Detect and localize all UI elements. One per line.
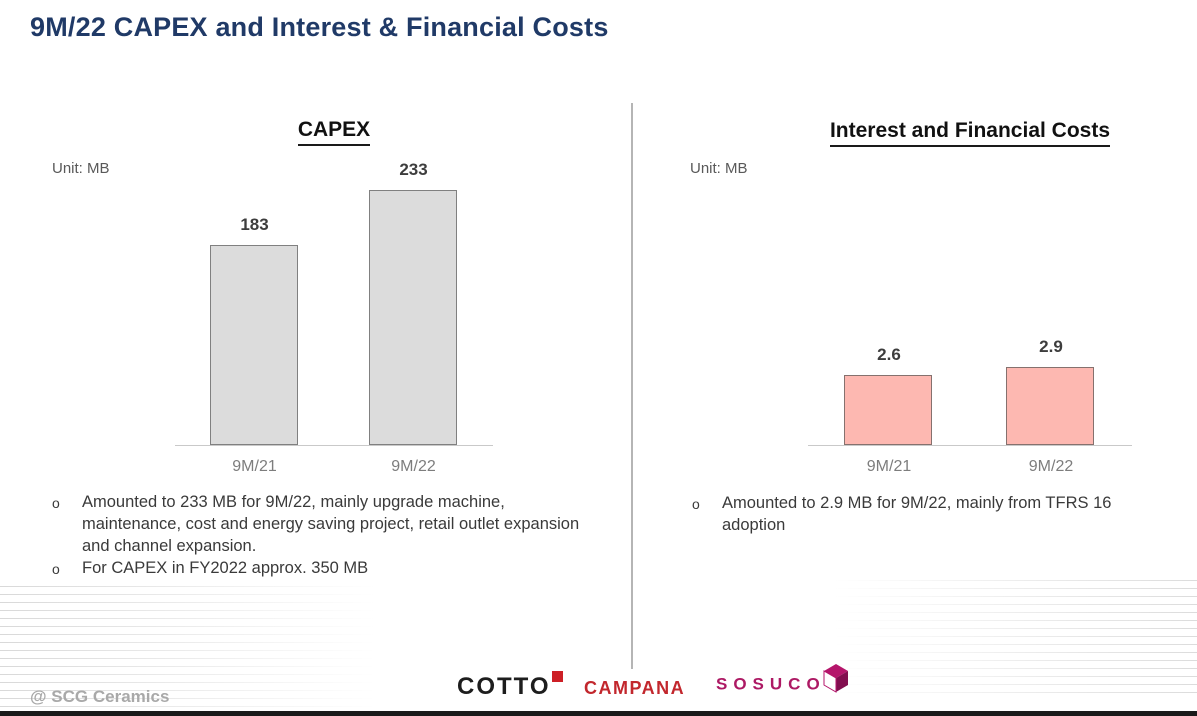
interest-heading: Interest and Financial Costs bbox=[790, 119, 1150, 147]
sosuco-logo-text: SOSUCO bbox=[716, 674, 826, 694]
bar-category-label: 9M/22 bbox=[391, 458, 436, 475]
interest-bar-chart: 2.6 9M/21 2.9 9M/22 bbox=[808, 160, 1132, 475]
cotto-logo-text: COTTO bbox=[457, 673, 551, 700]
panel-divider bbox=[631, 103, 633, 669]
sosuco-cube-icon bbox=[822, 662, 849, 698]
page-title: 9M/22 CAPEX and Interest & Financial Cos… bbox=[30, 12, 609, 42]
bar-value-label: 2.9 bbox=[1039, 337, 1063, 356]
bar-value-label: 233 bbox=[399, 160, 428, 179]
bullet-marker: o bbox=[692, 496, 700, 512]
capex-bar-chart: 183 9M/21 233 9M/22 bbox=[175, 160, 493, 475]
bar-value-label: 2.6 bbox=[877, 345, 901, 364]
interest-notes-list: o Amounted to 2.9 MB for 9M/22, mainly fr… bbox=[692, 492, 1112, 536]
campana-logo: CAMPANA bbox=[584, 678, 686, 698]
note-text: Amounted to 233 MB for 9M/22, mainly upg… bbox=[82, 493, 580, 555]
note-text: For CAPEX in FY2022 approx. 350 MB bbox=[82, 559, 369, 577]
note-item: o For CAPEX in FY2022 approx. 350 MB bbox=[52, 557, 592, 580]
bar-value-label: 183 bbox=[240, 215, 269, 234]
bar-category-label: 9M/22 bbox=[1028, 458, 1074, 475]
cotto-logo: COTTO bbox=[457, 671, 563, 701]
capex-notes-list: o Amounted to 233 MB for 9M/22, mainly up… bbox=[52, 491, 592, 580]
note-text: Amounted to 2.9 MB for 9M/22, mainly fro… bbox=[722, 494, 1112, 534]
note-item: o Amounted to 2.9 MB for 9M/22, mainly fr… bbox=[692, 492, 1112, 536]
sosuco-logo: SOSUCO bbox=[716, 664, 849, 698]
bar bbox=[1006, 367, 1094, 445]
interest-unit-label: Unit: MB bbox=[690, 160, 748, 177]
note-item: o Amounted to 233 MB for 9M/22, mainly up… bbox=[52, 491, 592, 557]
bar bbox=[209, 245, 298, 445]
bottom-bar bbox=[0, 711, 1197, 716]
cotto-red-square-icon bbox=[551, 671, 563, 682]
bar-category-label: 9M/21 bbox=[232, 458, 277, 475]
bar bbox=[368, 190, 457, 445]
bullet-marker: o bbox=[52, 495, 60, 511]
bar bbox=[844, 375, 932, 445]
scg-ceramics-watermark: @ SCG Ceramics bbox=[30, 687, 170, 706]
bar-category-label: 9M/21 bbox=[866, 458, 912, 475]
capex-heading: CAPEX bbox=[175, 118, 493, 146]
bullet-marker: o bbox=[52, 561, 60, 577]
capex-unit-label: Unit: MB bbox=[52, 160, 110, 177]
